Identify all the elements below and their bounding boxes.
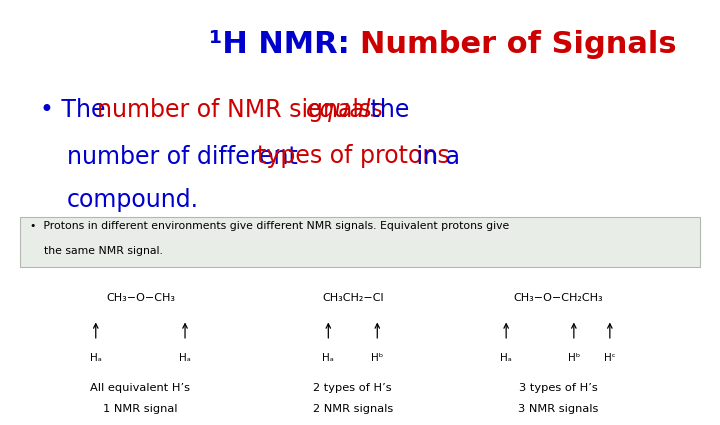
Text: the: the <box>363 98 409 122</box>
FancyBboxPatch shape <box>20 217 700 267</box>
Text: CH₃CH₂−Cl: CH₃CH₂−Cl <box>322 293 384 303</box>
Text: •  Protons in different environments give different NMR signals. Equivalent prot: • Protons in different environments give… <box>30 221 510 231</box>
Text: Hᵇ: Hᵇ <box>567 353 580 363</box>
Text: CH₃−O−CH₃: CH₃−O−CH₃ <box>106 293 175 303</box>
Text: 3 NMR signals: 3 NMR signals <box>518 404 598 414</box>
Text: ¹H NMR:: ¹H NMR: <box>209 30 360 59</box>
Text: 2 types of H’s: 2 types of H’s <box>313 383 392 394</box>
Text: Hᶜ: Hᶜ <box>604 353 616 363</box>
Text: equals: equals <box>306 98 384 122</box>
Text: number of different: number of different <box>67 144 305 168</box>
Text: Hᵇ: Hᵇ <box>371 353 384 363</box>
Text: CH₃−O−CH₂CH₃: CH₃−O−CH₂CH₃ <box>513 293 603 303</box>
Text: Hₐ: Hₐ <box>90 353 102 363</box>
Text: • The: • The <box>40 98 112 122</box>
Text: Hₐ: Hₐ <box>323 353 334 363</box>
Text: Number of Signals: Number of Signals <box>360 30 677 59</box>
Text: Hₐ: Hₐ <box>179 353 191 363</box>
Text: number of NMR signals: number of NMR signals <box>96 98 379 122</box>
Text: 2 NMR signals: 2 NMR signals <box>312 404 393 414</box>
Text: All equivalent H’s: All equivalent H’s <box>91 383 190 394</box>
Text: Hₐ: Hₐ <box>500 353 512 363</box>
Text: 3 types of H’s: 3 types of H’s <box>518 383 598 394</box>
Text: 1 NMR signal: 1 NMR signal <box>103 404 178 414</box>
Text: compound.: compound. <box>67 188 199 212</box>
Text: the same NMR signal.: the same NMR signal. <box>30 246 163 256</box>
Text: in a: in a <box>409 144 460 168</box>
Text: types of protons: types of protons <box>257 144 450 168</box>
